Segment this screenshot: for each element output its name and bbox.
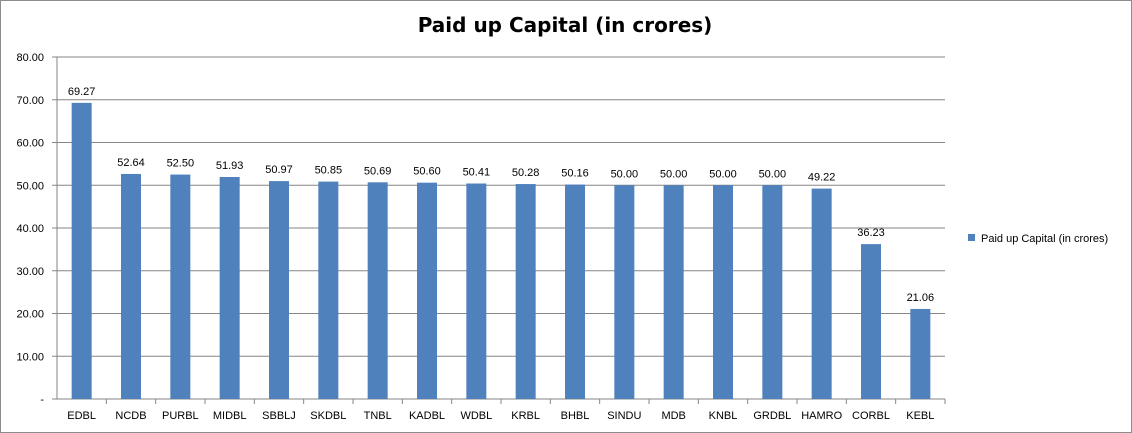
category-label: TNBL	[364, 410, 392, 422]
bar	[269, 181, 289, 399]
category-label: SBBLJ	[262, 410, 296, 422]
y-tick-label: 70.00	[16, 95, 44, 107]
bar	[861, 244, 881, 399]
category-label: NCDB	[115, 410, 146, 422]
data-label: 50.00	[759, 168, 787, 180]
data-label: 50.00	[611, 168, 639, 180]
y-tick-label: 40.00	[16, 223, 44, 235]
category-label: SINDU	[607, 410, 641, 422]
category-label: KRBL	[511, 410, 540, 422]
data-label: 50.60	[413, 166, 441, 178]
bar	[170, 174, 191, 399]
bar	[71, 102, 92, 399]
data-label: 36.23	[857, 227, 885, 239]
category-label: KEBL	[906, 410, 934, 422]
legend-swatch	[968, 234, 975, 241]
data-label: 51.93	[216, 160, 244, 172]
bar	[811, 188, 832, 399]
category-label: EDBL	[67, 410, 96, 422]
bar	[417, 182, 437, 399]
data-label: 50.00	[660, 168, 688, 180]
data-label: 50.41	[463, 166, 491, 178]
data-label: 52.50	[167, 158, 195, 170]
category-label: BHBL	[561, 410, 590, 422]
y-tick-label: 20.00	[16, 309, 44, 321]
y-tick-label: 30.00	[16, 266, 44, 278]
category-label: PURBL	[162, 410, 199, 422]
category-label: GRDBL	[753, 410, 791, 422]
bar	[565, 184, 585, 399]
data-label: 49.22	[808, 172, 836, 184]
y-tick-label: 60.00	[16, 138, 44, 150]
y-tick-label: 10.00	[16, 351, 44, 363]
category-label: KNBL	[709, 410, 738, 422]
data-label: 50.85	[315, 165, 343, 177]
chart-title: Paid up Capital (in crores)	[417, 13, 713, 37]
category-label: MIDBL	[213, 410, 247, 422]
bar	[663, 185, 684, 399]
bar	[910, 308, 931, 399]
data-label: 21.06	[907, 292, 935, 304]
bar	[614, 185, 635, 399]
bar	[121, 173, 141, 399]
category-label: SKDBL	[310, 410, 346, 422]
y-tick-label: 50.00	[16, 180, 44, 192]
data-label: 69.27	[68, 86, 96, 98]
bar	[466, 183, 487, 399]
category-label: MDB	[661, 410, 685, 422]
bar	[515, 184, 536, 399]
data-label: 50.00	[709, 168, 737, 180]
y-tick-label: -	[40, 394, 44, 406]
category-label: WDBL	[460, 410, 492, 422]
bar	[762, 185, 783, 399]
data-label: 52.64	[117, 157, 145, 169]
category-label: CORBL	[852, 410, 890, 422]
bar	[318, 181, 339, 399]
category-label: HAMRO	[801, 410, 842, 422]
bar	[219, 176, 240, 399]
bar	[713, 185, 733, 399]
data-label: 50.16	[561, 168, 589, 180]
data-label: 50.28	[512, 167, 540, 179]
y-tick-label: 80.00	[16, 52, 44, 64]
bar	[367, 182, 388, 399]
category-label: KADBL	[409, 410, 445, 422]
data-label: 50.69	[364, 165, 392, 177]
data-label: 50.97	[265, 164, 293, 176]
legend-label: Paid up Capital (in crores)	[981, 233, 1108, 245]
